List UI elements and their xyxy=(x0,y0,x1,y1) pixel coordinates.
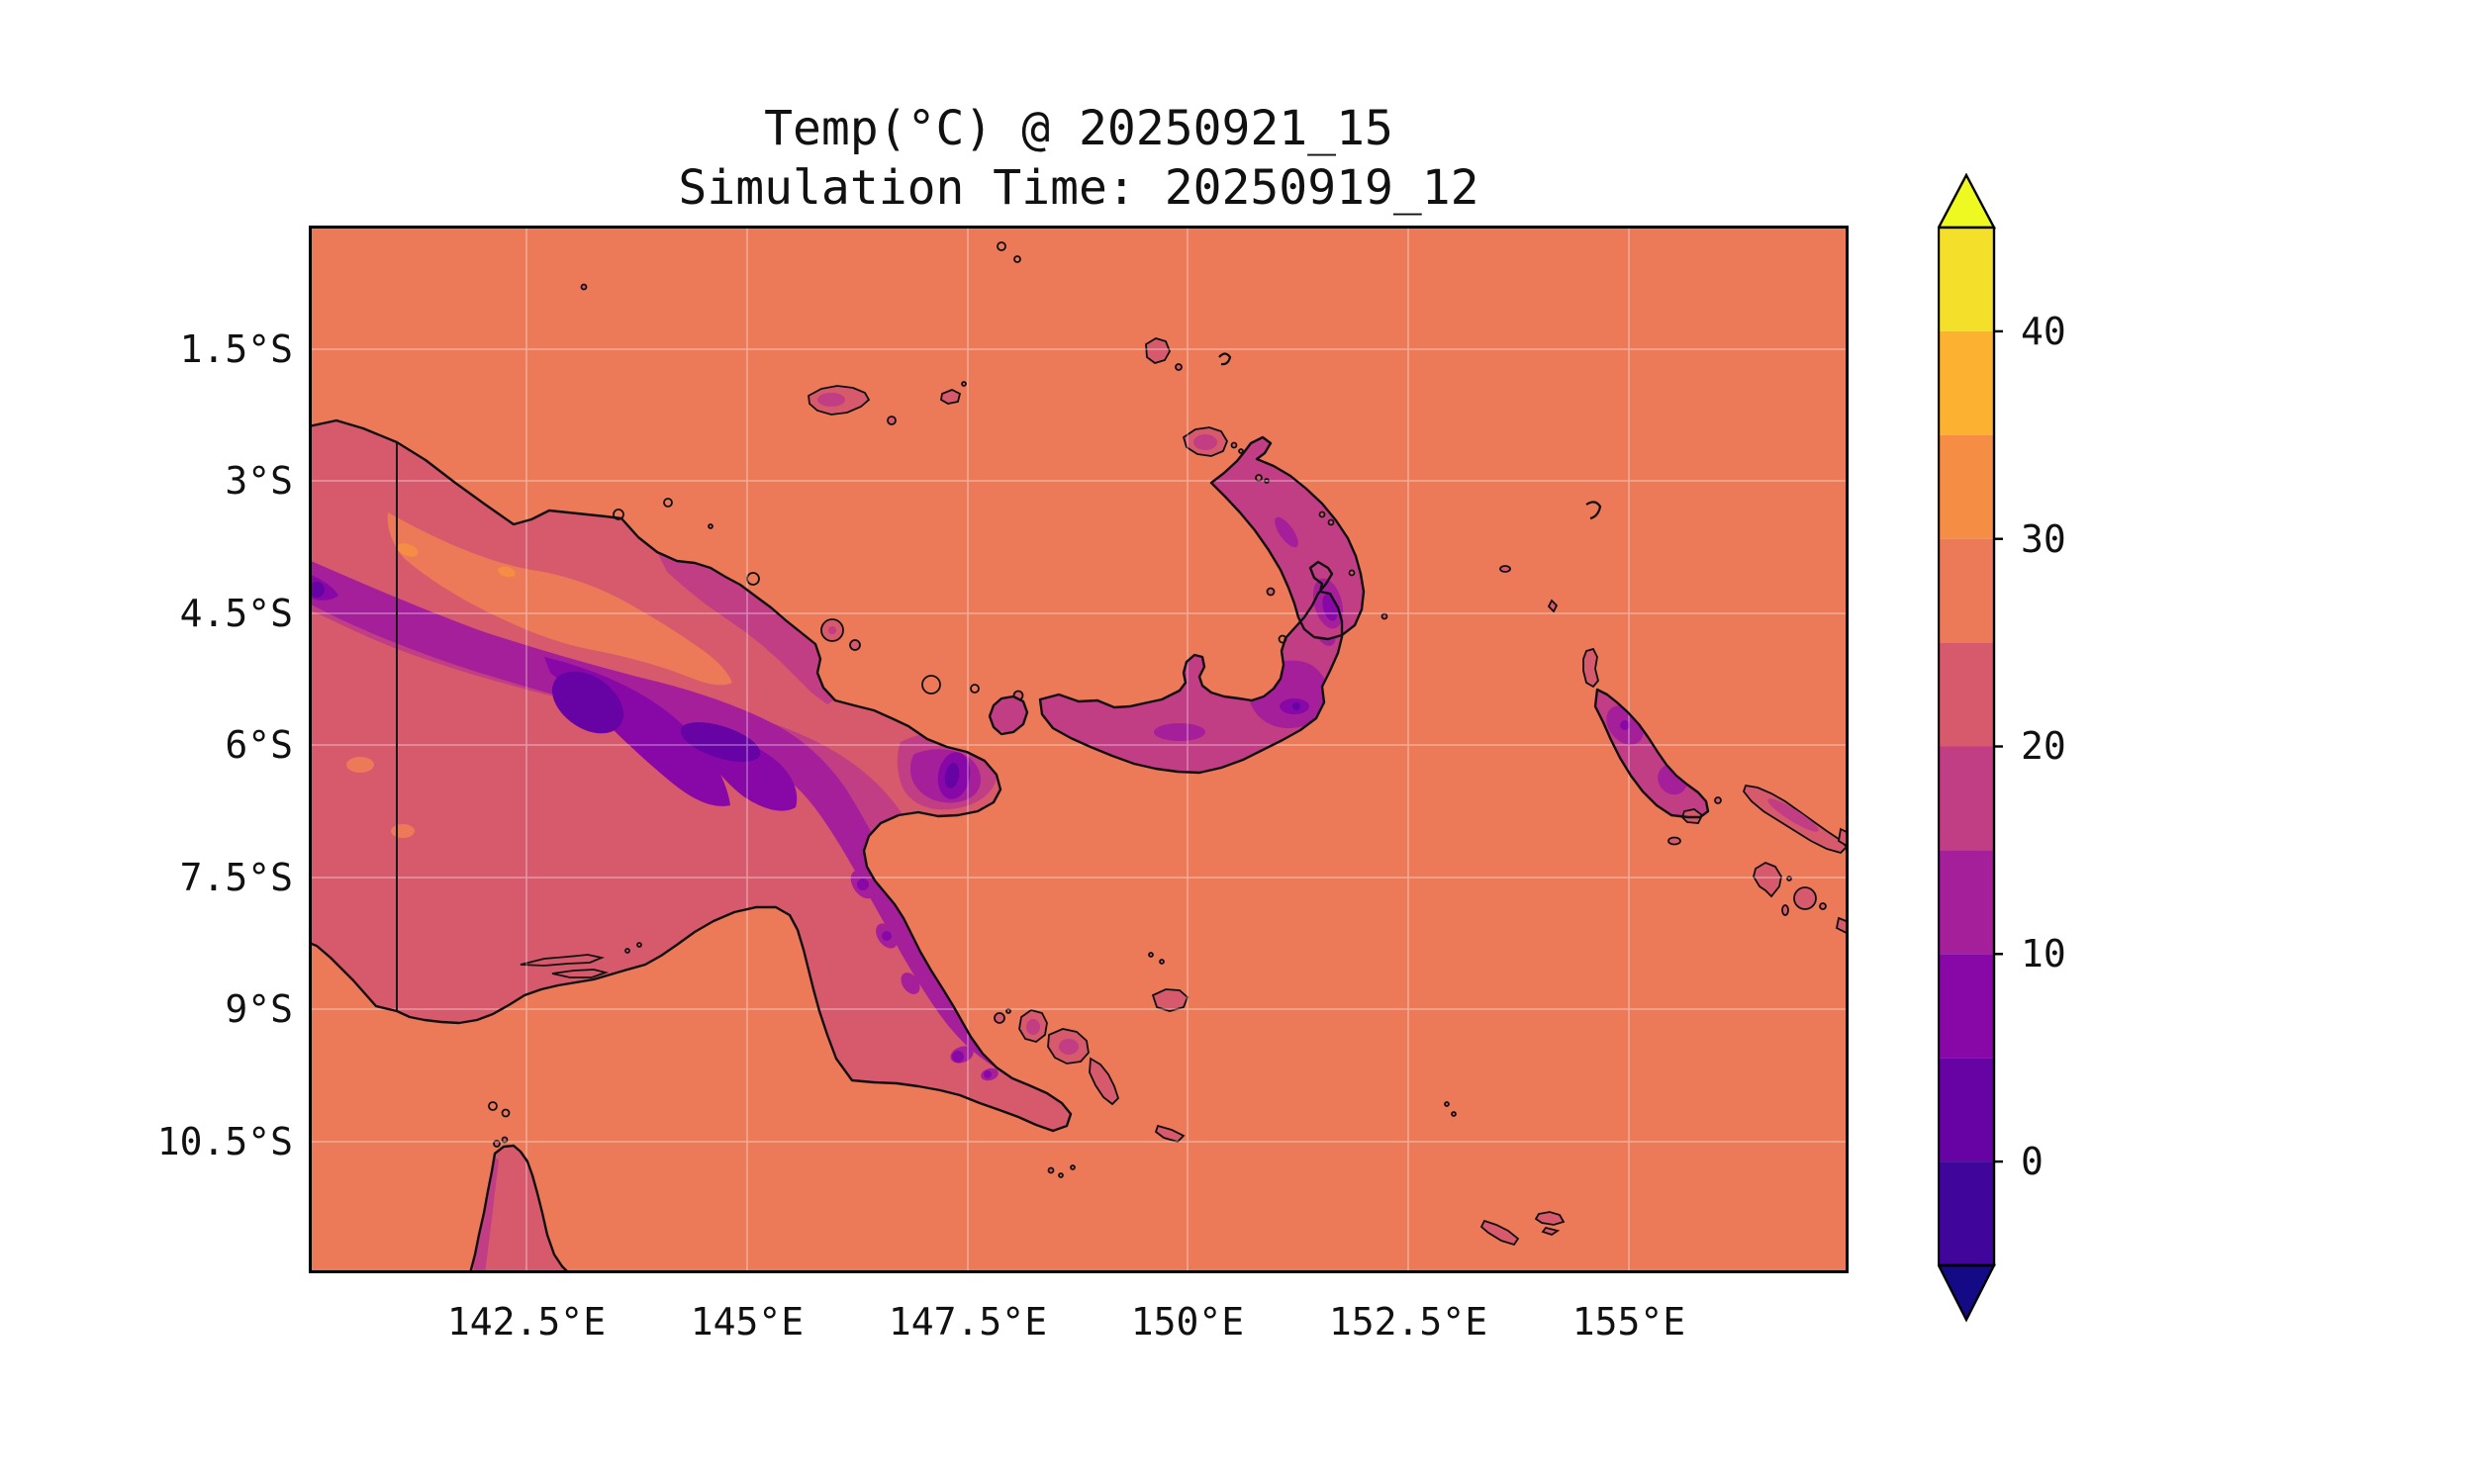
highland-band-0-5 xyxy=(309,582,960,788)
colorbar-tick-label: 40 xyxy=(2021,310,2066,353)
x-tick-label: 142.5°E xyxy=(446,1300,607,1344)
plot-subtitle: Simulation Time: 20250919_12 xyxy=(678,160,1479,216)
colorbar-tick-marks xyxy=(1994,329,2003,1163)
colorbar-tick-label: 30 xyxy=(2021,517,2066,561)
cape-york-bands xyxy=(473,1154,499,1273)
y-tick-label: 3°S xyxy=(225,459,293,503)
colorbar xyxy=(1937,172,2007,1323)
hot-valley-specks xyxy=(397,543,516,578)
island-inner-patches xyxy=(817,393,1819,1055)
map-plot-area xyxy=(307,226,1850,1275)
x-tick-label: 150°E xyxy=(1130,1300,1245,1344)
colorbar-tick-label: 0 xyxy=(2021,1140,2044,1183)
y-tick-label: 10.5°S xyxy=(156,1120,293,1163)
y-tick-label: 6°S xyxy=(225,723,293,767)
plot-title: Temp(°C) @ 20250921_15 xyxy=(764,101,1393,156)
colorbar-over-arrow xyxy=(1937,172,1996,230)
y-tick-label: 7.5°S xyxy=(179,856,293,899)
x-tick-label: 147.5°E xyxy=(888,1300,1048,1344)
y-tick-label: 4.5°S xyxy=(179,592,293,635)
y-tick-label: 9°S xyxy=(225,987,293,1031)
temperature-contour-map xyxy=(307,226,1850,1275)
map-frame xyxy=(309,226,1849,1273)
colorbar-under-arrow xyxy=(1937,1263,1996,1323)
x-tick-label: 152.5°E xyxy=(1328,1300,1488,1344)
small-islands xyxy=(493,283,1850,1247)
y-tick-label: 1.5°S xyxy=(179,327,293,371)
x-tick-label: 145°E xyxy=(690,1300,805,1344)
colorbar-tick-label: 10 xyxy=(2021,932,2066,975)
colorbar-graphic xyxy=(1937,172,2003,1323)
x-tick-label: 155°E xyxy=(1571,1300,1686,1344)
atoll-arc-islands xyxy=(1218,352,1602,520)
colorbar-tick-label: 20 xyxy=(2021,724,2066,768)
